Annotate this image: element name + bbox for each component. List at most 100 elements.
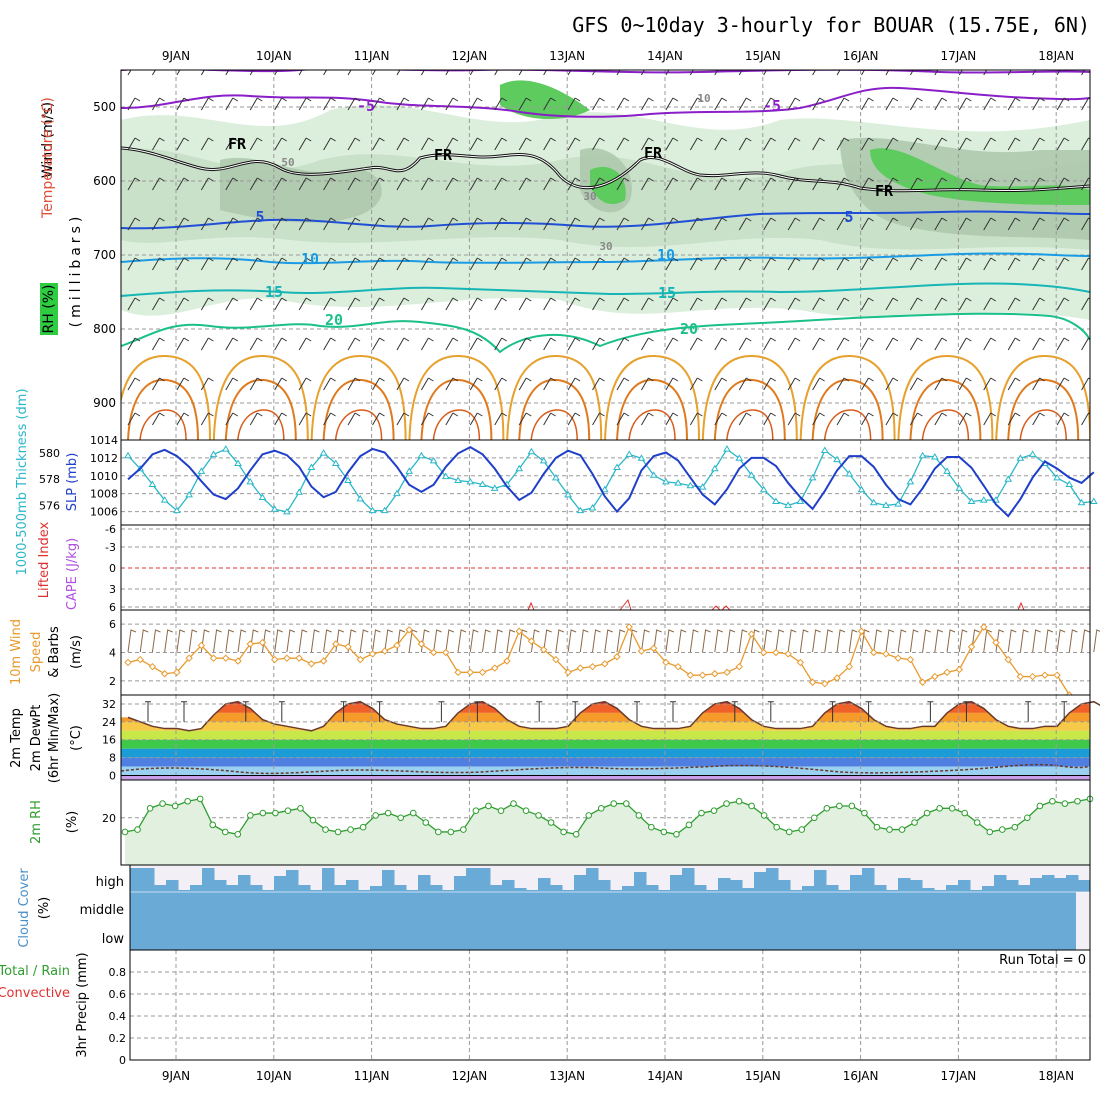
wind-barb — [249, 337, 263, 351]
wind-barb — [372, 70, 376, 76]
warm-contour — [121, 354, 211, 440]
wind-barb-10m — [1081, 629, 1090, 653]
wind-barb — [347, 337, 361, 351]
li-tick-label: 6 — [109, 601, 116, 614]
wind-barb — [909, 70, 914, 76]
wind-barb — [983, 412, 997, 426]
wind-barb — [958, 377, 972, 391]
temp-tick-label: 8 — [109, 752, 116, 765]
wind-barb — [983, 70, 988, 76]
warm-contour-core — [237, 409, 285, 440]
temperature-series — [127, 700, 1100, 732]
precip-total-label: Total / Rain — [0, 964, 70, 979]
cloud-high-bar — [322, 868, 335, 892]
wind-barb — [689, 137, 703, 151]
wind-barb — [983, 377, 997, 391]
date-label-top: 17JAN — [941, 49, 977, 63]
wind-barb — [665, 297, 679, 311]
wind-barb — [225, 337, 239, 351]
wind-barb-10m — [604, 629, 613, 653]
wind-speed-point — [1028, 672, 1037, 681]
wind-barb — [396, 97, 410, 111]
warm-contour-inner — [224, 378, 297, 440]
rh-axis-label: RH (%) — [41, 285, 57, 334]
wind-barb-10m — [1044, 629, 1054, 653]
wind-barb — [127, 297, 141, 311]
wind-barb — [518, 97, 532, 111]
wind-barb-10m — [164, 629, 173, 653]
wind-barb — [274, 337, 287, 351]
wind-speed-point — [576, 664, 585, 672]
wind-barb — [934, 412, 948, 426]
pressure-axis: 500 600 700 800 900 — [93, 100, 116, 410]
cloud-high-bar — [1078, 880, 1091, 892]
wind-barb — [225, 412, 239, 426]
wind-barb — [983, 257, 997, 271]
thickness-point — [466, 477, 475, 485]
wind-barb — [787, 337, 801, 351]
cloud-middle-band — [130, 892, 1076, 950]
wind-barb — [1007, 177, 1021, 191]
wind-speed-point — [258, 638, 267, 647]
wind-barb-10m — [1007, 629, 1017, 653]
wind-barb — [323, 70, 328, 76]
rh-point — [535, 812, 542, 819]
cloud-high-bar — [1054, 878, 1067, 892]
wind-barb — [958, 217, 972, 231]
thickness-point — [1004, 475, 1013, 482]
cloud-high-bar — [334, 885, 347, 892]
cape-spikes — [527, 598, 1025, 611]
wind-barb — [494, 377, 508, 391]
wind-speed-point — [454, 668, 462, 677]
wind-barb — [518, 177, 532, 191]
wind-speed-point — [417, 640, 426, 648]
wind-barb — [934, 297, 948, 311]
temp-color-band — [121, 766, 1090, 776]
wind-speed-point — [491, 664, 499, 672]
wind-barb — [494, 137, 508, 151]
wind-barb — [200, 217, 214, 231]
wind-barb — [1056, 177, 1070, 191]
wind10m-speed-label: Speed — [29, 632, 44, 673]
wind-barb — [738, 70, 743, 76]
wind-barb — [909, 177, 923, 191]
wind-barb-10m — [689, 629, 699, 653]
wind-barb-10m — [592, 629, 601, 653]
wind-barb — [543, 412, 556, 426]
wind-barb — [176, 70, 181, 76]
rh-point — [773, 823, 780, 831]
rh-point — [309, 816, 317, 824]
wind-barb — [298, 137, 312, 151]
wind-barb-10m — [848, 629, 858, 653]
thickness-point — [1053, 473, 1061, 481]
warm-contour — [604, 354, 700, 440]
wind-barb-10m — [151, 629, 161, 653]
wind-barb — [469, 377, 483, 391]
warm-contour-inner — [713, 378, 786, 440]
wind-speed-point — [845, 662, 853, 671]
wind-barb — [543, 97, 556, 111]
wind-barb-10m — [494, 629, 503, 653]
pressure-tick-label: 800 — [93, 322, 116, 336]
cloud-high-bar — [682, 868, 695, 892]
wind-barb — [347, 177, 361, 191]
rh-point — [610, 800, 618, 807]
wind-barb — [689, 297, 703, 311]
rh-point — [585, 812, 593, 819]
wind-speed-point — [197, 641, 206, 650]
thickness-point — [686, 481, 695, 489]
wind-tick-label: 4 — [109, 647, 116, 660]
thickness-point — [808, 473, 817, 481]
thickness-point — [185, 490, 194, 498]
slp-thickness-panel: 1014 1012 1010 1008 1006 580 578 576 1000-500mb… — [15, 388, 1098, 576]
wind-barb — [665, 177, 679, 191]
wind-barb — [787, 70, 792, 76]
thickness-point — [979, 496, 988, 503]
date-label-top: 10JAN — [256, 49, 292, 63]
cloud-high-bar — [694, 885, 707, 892]
temp-color-band — [121, 712, 1090, 722]
cloud-high-bar — [1042, 875, 1055, 892]
slp-tick-label: 1012 — [90, 452, 118, 465]
rh-point — [259, 809, 267, 817]
wind-barb — [958, 177, 972, 191]
